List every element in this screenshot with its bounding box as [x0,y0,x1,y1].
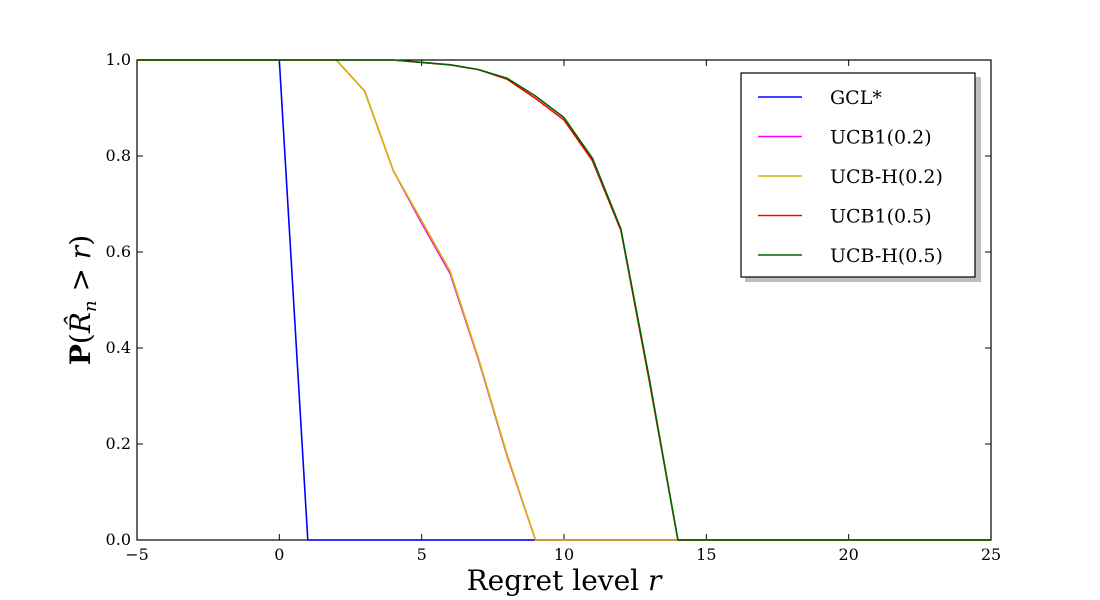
x-tick-label: 15 [696,545,716,564]
legend-label-ucb1-0-2: UCB1(0.2) [830,127,932,149]
x-tick-label: 10 [554,545,574,564]
y-tick-label: 0.0 [106,530,131,549]
y-axis-title: P(R̂n > r) [64,235,101,365]
legend-entries: GCL* UCB1(0.2) UCB-H(0.2) UCB1(0.5) UCB-H(0.… [758,87,943,267]
x-tick-label: 20 [838,545,858,564]
y-tick-label: 0.4 [106,338,131,357]
y-tick-label: 0.2 [106,434,131,453]
legend-label-ucb-h-0-5: UCB-H(0.5) [830,245,943,267]
series-line-ucb-h-0-2 [137,59,991,541]
y-tick-label: 1.0 [106,50,131,69]
x-tick-label: −5 [125,545,149,564]
legend-label-ucb1-0-5: UCB1(0.5) [830,206,932,228]
series-lines-group [137,59,991,541]
legend-label-gcl: GCL* [830,87,882,109]
series-line-ucb-h-0-5 [137,59,991,541]
y-tick-label: 0.8 [106,146,131,165]
ticks-group: −5 0 5 10 15 20 25 0.0 0.2 0.4 0.6 0.8 1.0 [106,50,1002,564]
x-tick-label: 5 [417,545,427,564]
x-axis-title-text: Regret level [467,564,648,597]
y-axis-title-text: P(R̂n > r) [64,235,101,365]
legend: GCL* UCB1(0.2) UCB-H(0.2) UCB1(0.5) UCB-H(0.… [740,72,981,282]
legend-label-ucb-h-0-2: UCB-H(0.2) [830,166,943,188]
legend-box [740,72,976,278]
x-axis-title-var: r [648,564,663,597]
y-tick-label: 0.6 [106,242,131,261]
x-axis-title: Regret level r [467,564,663,597]
x-tick-label: 25 [981,545,1001,564]
x-tick-label: 0 [274,545,284,564]
